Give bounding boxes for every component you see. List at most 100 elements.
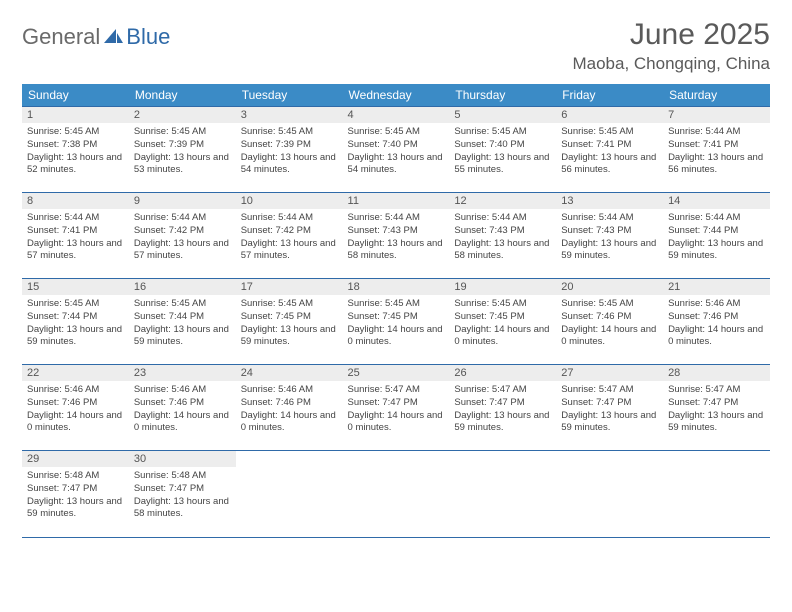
day-details: Sunrise: 5:45 AMSunset: 7:45 PMDaylight:… bbox=[236, 295, 343, 349]
weekday-header: Wednesday bbox=[343, 84, 450, 107]
weekday-header: Saturday bbox=[663, 84, 770, 107]
day-number: 7 bbox=[663, 107, 770, 123]
weekday-header-row: SundayMondayTuesdayWednesdayThursdayFrid… bbox=[22, 84, 770, 107]
day-cell: 1Sunrise: 5:45 AMSunset: 7:38 PMDaylight… bbox=[22, 107, 129, 193]
day-details: Sunrise: 5:46 AMSunset: 7:46 PMDaylight:… bbox=[236, 381, 343, 435]
day-cell: 28Sunrise: 5:47 AMSunset: 7:47 PMDayligh… bbox=[663, 365, 770, 451]
day-number: 2 bbox=[129, 107, 236, 123]
day-details: Sunrise: 5:45 AMSunset: 7:46 PMDaylight:… bbox=[556, 295, 663, 349]
calendar-row: 22Sunrise: 5:46 AMSunset: 7:46 PMDayligh… bbox=[22, 365, 770, 451]
day-details: Sunrise: 5:45 AMSunset: 7:39 PMDaylight:… bbox=[129, 123, 236, 177]
logo-sail-icon bbox=[102, 29, 124, 45]
day-details: Sunrise: 5:44 AMSunset: 7:43 PMDaylight:… bbox=[343, 209, 450, 263]
day-details: Sunrise: 5:44 AMSunset: 7:41 PMDaylight:… bbox=[22, 209, 129, 263]
day-cell: 18Sunrise: 5:45 AMSunset: 7:45 PMDayligh… bbox=[343, 279, 450, 365]
day-cell: 15Sunrise: 5:45 AMSunset: 7:44 PMDayligh… bbox=[22, 279, 129, 365]
empty-cell: .. bbox=[449, 451, 556, 537]
day-cell: 10Sunrise: 5:44 AMSunset: 7:42 PMDayligh… bbox=[236, 193, 343, 279]
day-details: Sunrise: 5:47 AMSunset: 7:47 PMDaylight:… bbox=[663, 381, 770, 435]
day-details: Sunrise: 5:45 AMSunset: 7:45 PMDaylight:… bbox=[449, 295, 556, 349]
day-number: 23 bbox=[129, 365, 236, 381]
day-cell: 8Sunrise: 5:44 AMSunset: 7:41 PMDaylight… bbox=[22, 193, 129, 279]
day-details: Sunrise: 5:45 AMSunset: 7:40 PMDaylight:… bbox=[343, 123, 450, 177]
logo-text-general: General bbox=[22, 24, 100, 50]
day-number: 3 bbox=[236, 107, 343, 123]
day-details: Sunrise: 5:44 AMSunset: 7:42 PMDaylight:… bbox=[236, 209, 343, 263]
day-details: Sunrise: 5:45 AMSunset: 7:45 PMDaylight:… bbox=[343, 295, 450, 349]
title-block: June 2025 Maoba, Chongqing, China bbox=[572, 18, 770, 74]
day-number: 20 bbox=[556, 279, 663, 295]
day-number: 29 bbox=[22, 451, 129, 467]
day-details: Sunrise: 5:44 AMSunset: 7:41 PMDaylight:… bbox=[663, 123, 770, 177]
weekday-header: Tuesday bbox=[236, 84, 343, 107]
day-cell: 26Sunrise: 5:47 AMSunset: 7:47 PMDayligh… bbox=[449, 365, 556, 451]
day-cell: 30Sunrise: 5:48 AMSunset: 7:47 PMDayligh… bbox=[129, 451, 236, 537]
day-details: Sunrise: 5:45 AMSunset: 7:40 PMDaylight:… bbox=[449, 123, 556, 177]
day-cell: 9Sunrise: 5:44 AMSunset: 7:42 PMDaylight… bbox=[129, 193, 236, 279]
day-details: Sunrise: 5:45 AMSunset: 7:38 PMDaylight:… bbox=[22, 123, 129, 177]
day-number: 10 bbox=[236, 193, 343, 209]
day-details: Sunrise: 5:44 AMSunset: 7:43 PMDaylight:… bbox=[449, 209, 556, 263]
day-details: Sunrise: 5:46 AMSunset: 7:46 PMDaylight:… bbox=[22, 381, 129, 435]
day-cell: 16Sunrise: 5:45 AMSunset: 7:44 PMDayligh… bbox=[129, 279, 236, 365]
day-number: 9 bbox=[129, 193, 236, 209]
day-cell: 24Sunrise: 5:46 AMSunset: 7:46 PMDayligh… bbox=[236, 365, 343, 451]
day-details: Sunrise: 5:45 AMSunset: 7:44 PMDaylight:… bbox=[129, 295, 236, 349]
day-cell: 7Sunrise: 5:44 AMSunset: 7:41 PMDaylight… bbox=[663, 107, 770, 193]
day-cell: 23Sunrise: 5:46 AMSunset: 7:46 PMDayligh… bbox=[129, 365, 236, 451]
day-number: 27 bbox=[556, 365, 663, 381]
calendar-row: 8Sunrise: 5:44 AMSunset: 7:41 PMDaylight… bbox=[22, 193, 770, 279]
day-cell: 14Sunrise: 5:44 AMSunset: 7:44 PMDayligh… bbox=[663, 193, 770, 279]
day-cell: 6Sunrise: 5:45 AMSunset: 7:41 PMDaylight… bbox=[556, 107, 663, 193]
day-details: Sunrise: 5:44 AMSunset: 7:42 PMDaylight:… bbox=[129, 209, 236, 263]
day-number: 28 bbox=[663, 365, 770, 381]
weekday-header: Monday bbox=[129, 84, 236, 107]
calendar-container: SundayMondayTuesdayWednesdayThursdayFrid… bbox=[22, 84, 770, 538]
day-cell: 19Sunrise: 5:45 AMSunset: 7:45 PMDayligh… bbox=[449, 279, 556, 365]
day-number: 18 bbox=[343, 279, 450, 295]
day-cell: 13Sunrise: 5:44 AMSunset: 7:43 PMDayligh… bbox=[556, 193, 663, 279]
day-number: 14 bbox=[663, 193, 770, 209]
day-cell: 3Sunrise: 5:45 AMSunset: 7:39 PMDaylight… bbox=[236, 107, 343, 193]
day-details: Sunrise: 5:45 AMSunset: 7:44 PMDaylight:… bbox=[22, 295, 129, 349]
day-details: Sunrise: 5:46 AMSunset: 7:46 PMDaylight:… bbox=[129, 381, 236, 435]
day-details: Sunrise: 5:44 AMSunset: 7:44 PMDaylight:… bbox=[663, 209, 770, 263]
day-number: 15 bbox=[22, 279, 129, 295]
day-cell: 25Sunrise: 5:47 AMSunset: 7:47 PMDayligh… bbox=[343, 365, 450, 451]
day-details: Sunrise: 5:45 AMSunset: 7:39 PMDaylight:… bbox=[236, 123, 343, 177]
day-number: 4 bbox=[343, 107, 450, 123]
day-number: 13 bbox=[556, 193, 663, 209]
day-number: 30 bbox=[129, 451, 236, 467]
day-details: Sunrise: 5:44 AMSunset: 7:43 PMDaylight:… bbox=[556, 209, 663, 263]
day-cell: 21Sunrise: 5:46 AMSunset: 7:46 PMDayligh… bbox=[663, 279, 770, 365]
day-cell: 17Sunrise: 5:45 AMSunset: 7:45 PMDayligh… bbox=[236, 279, 343, 365]
day-details: Sunrise: 5:48 AMSunset: 7:47 PMDaylight:… bbox=[22, 467, 129, 521]
day-number: 21 bbox=[663, 279, 770, 295]
day-number: 24 bbox=[236, 365, 343, 381]
day-details: Sunrise: 5:48 AMSunset: 7:47 PMDaylight:… bbox=[129, 467, 236, 521]
day-cell: 22Sunrise: 5:46 AMSunset: 7:46 PMDayligh… bbox=[22, 365, 129, 451]
day-details: Sunrise: 5:47 AMSunset: 7:47 PMDaylight:… bbox=[556, 381, 663, 435]
day-number: 12 bbox=[449, 193, 556, 209]
weekday-header: Thursday bbox=[449, 84, 556, 107]
month-title: June 2025 bbox=[572, 18, 770, 52]
logo-text-blue: Blue bbox=[126, 24, 170, 50]
day-details: Sunrise: 5:45 AMSunset: 7:41 PMDaylight:… bbox=[556, 123, 663, 177]
day-details: Sunrise: 5:46 AMSunset: 7:46 PMDaylight:… bbox=[663, 295, 770, 349]
calendar-body: 1Sunrise: 5:45 AMSunset: 7:38 PMDaylight… bbox=[22, 107, 770, 537]
day-number: 11 bbox=[343, 193, 450, 209]
day-cell: 20Sunrise: 5:45 AMSunset: 7:46 PMDayligh… bbox=[556, 279, 663, 365]
empty-cell: .. bbox=[236, 451, 343, 537]
weekday-header: Sunday bbox=[22, 84, 129, 107]
empty-cell: .. bbox=[556, 451, 663, 537]
day-cell: 2Sunrise: 5:45 AMSunset: 7:39 PMDaylight… bbox=[129, 107, 236, 193]
day-number: 16 bbox=[129, 279, 236, 295]
day-number: 17 bbox=[236, 279, 343, 295]
day-cell: 29Sunrise: 5:48 AMSunset: 7:47 PMDayligh… bbox=[22, 451, 129, 537]
day-cell: 27Sunrise: 5:47 AMSunset: 7:47 PMDayligh… bbox=[556, 365, 663, 451]
weekday-header: Friday bbox=[556, 84, 663, 107]
day-cell: 11Sunrise: 5:44 AMSunset: 7:43 PMDayligh… bbox=[343, 193, 450, 279]
calendar-table: SundayMondayTuesdayWednesdayThursdayFrid… bbox=[22, 84, 770, 537]
day-cell: 5Sunrise: 5:45 AMSunset: 7:40 PMDaylight… bbox=[449, 107, 556, 193]
empty-cell: .. bbox=[663, 451, 770, 537]
